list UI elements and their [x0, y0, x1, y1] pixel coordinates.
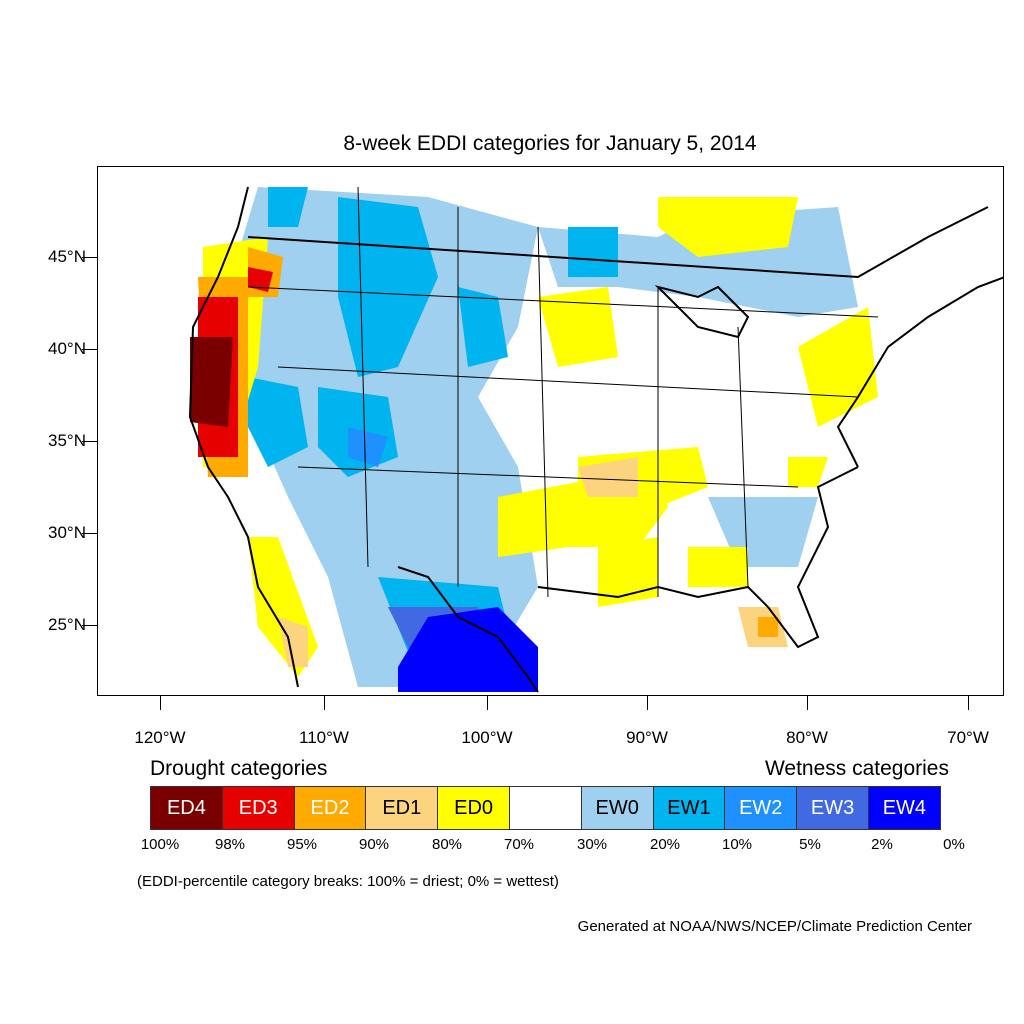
lon-tick: [647, 696, 648, 710]
legend-cell-ed0: ED0: [437, 786, 510, 830]
legend-cell-neutral: [508, 786, 582, 830]
coastlines: [188, 186, 1003, 693]
lat-tick: [82, 257, 97, 258]
percent-break: 20%: [649, 836, 681, 853]
lon-label: 110°W: [299, 728, 349, 747]
percent-break: 2%: [871, 836, 893, 853]
eddi-map: [97, 166, 1004, 696]
legend-cell-ew2: EW2: [724, 786, 798, 830]
percent-break: 95%: [286, 836, 318, 853]
wetness-heading: Wetness categories: [764, 757, 949, 780]
legend-cell-ed4: ED4: [150, 786, 223, 830]
lon-tick: [807, 696, 808, 710]
percent-break: 100%: [140, 836, 180, 853]
percent-break: 30%: [576, 836, 608, 853]
percent-break: 70%: [503, 836, 535, 853]
legend-cell-ed1: ED1: [365, 786, 439, 830]
legend-cell-ew4: EW4: [867, 786, 941, 830]
lat-tick: [82, 625, 97, 626]
lon-label: 70°W: [947, 728, 989, 747]
percent-break: 0%: [943, 836, 965, 853]
lon-label: 90°W: [626, 728, 668, 747]
lat-label: 35°N: [48, 431, 86, 450]
drought-heading: Drought categories: [150, 757, 328, 780]
lon-tick: [487, 696, 488, 710]
percent-break: 90%: [358, 836, 390, 853]
map-title: 8-week EDDI categories for January 5, 20…: [343, 132, 757, 155]
legend-colorbar: ED4 ED3 ED2 ED1 ED0 EW0 EW1 EW2 EW3 EW4: [150, 786, 941, 830]
lat-label: 40°N: [48, 339, 86, 358]
legend-cell-ew3: EW3: [796, 786, 869, 830]
credit-line: Generated at NOAA/NWS/NCEP/Climate Predi…: [577, 918, 972, 935]
percent-break: 10%: [721, 836, 753, 853]
lat-label: 30°N: [48, 523, 86, 542]
lon-tick: [324, 696, 325, 710]
category-note: (EDDI-percentile category breaks: 100% =…: [137, 873, 559, 890]
legend-cell-ed2: ED2: [293, 786, 367, 830]
lat-label: 45°N: [48, 247, 86, 266]
map-svg: [188, 186, 1003, 693]
lon-label: 120°W: [134, 728, 186, 747]
lat-tick: [82, 533, 97, 534]
lon-label: 80°W: [786, 728, 828, 747]
lat-label: 25°N: [48, 615, 86, 634]
percent-break: 80%: [431, 836, 463, 853]
state-borders: [247, 186, 879, 598]
lat-tick: [82, 349, 97, 350]
lon-tick: [160, 696, 161, 710]
legend-cell-ew0: EW0: [580, 786, 654, 830]
category-regions: [190, 187, 878, 692]
lon-label: 100°W: [461, 728, 513, 747]
lon-tick: [968, 696, 969, 710]
legend-cell-ed3: ED3: [221, 786, 295, 830]
legend-cell-ew1: EW1: [652, 786, 726, 830]
percent-break: 5%: [799, 836, 821, 853]
percent-break: 98%: [214, 836, 246, 853]
lat-tick: [82, 441, 97, 442]
